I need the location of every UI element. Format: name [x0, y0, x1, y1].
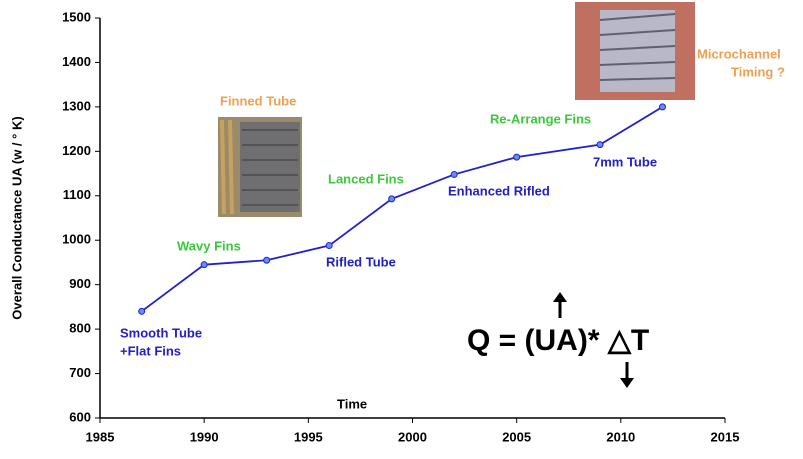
x-tick-label: 2000	[398, 429, 427, 444]
x-tick-label: 1995	[294, 429, 323, 444]
x-tick-label: 2010	[606, 429, 635, 444]
point	[263, 256, 271, 264]
y-axis-label: Overall Conductance UA (w / ° K)	[9, 116, 24, 319]
annotation: Re-Arrange Fins	[490, 111, 591, 126]
finned-tube-image	[218, 117, 302, 217]
point	[325, 242, 333, 250]
y-tick-label: 1200	[62, 143, 91, 158]
annotation: Lanced Fins	[328, 171, 404, 186]
point	[659, 103, 666, 111]
y-tick-label: 700	[69, 365, 91, 380]
y-tick-label: 800	[69, 321, 91, 336]
x-tick-label: 2015	[711, 429, 740, 444]
y-tick-label: 1000	[62, 232, 91, 247]
annotation: Wavy Fins	[177, 238, 241, 253]
annotation: Finned Tube	[220, 93, 296, 108]
point	[450, 170, 458, 178]
y-tick-label: 1500	[62, 9, 91, 24]
x-tick-label: 1985	[86, 429, 115, 444]
x-axis-label: Time	[337, 396, 367, 411]
x-tick-label: 2005	[502, 429, 531, 444]
annotation: Timing ?	[731, 64, 785, 79]
annotation: Enhanced Rifled	[448, 183, 550, 198]
annotation: +Flat Fins	[120, 343, 181, 358]
y-tick-label: 1400	[62, 54, 91, 69]
y-tick-label: 600	[69, 409, 91, 424]
annotation: Rifled Tube	[326, 254, 396, 269]
point	[138, 307, 146, 315]
up-arrow	[553, 292, 567, 318]
down-arrow	[620, 362, 634, 388]
point	[513, 153, 521, 161]
annotation: 7mm Tube	[593, 154, 657, 169]
y-tick-label: 1300	[62, 98, 91, 113]
y-tick-label: 1100	[63, 187, 91, 202]
annotation: Q = (UA)* △T	[467, 324, 649, 357]
point	[200, 261, 208, 269]
annotation: Smooth Tube	[120, 325, 202, 340]
annotation: Microchannel	[697, 46, 781, 61]
point	[388, 195, 396, 203]
y-tick-label: 900	[69, 276, 91, 291]
microchannel-image	[575, 2, 695, 100]
x-tick-label: 1990	[190, 429, 219, 444]
point	[596, 141, 604, 149]
